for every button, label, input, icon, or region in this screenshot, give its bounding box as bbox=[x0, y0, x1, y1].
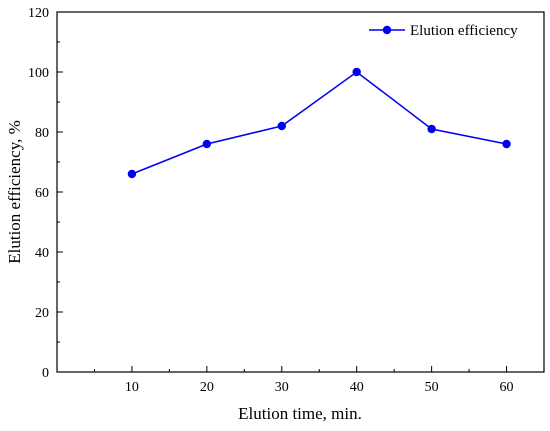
data-point bbox=[352, 67, 361, 77]
axis-ticks: 0 20 40 60 80 100 120 10 20 30 40 50 60 bbox=[28, 6, 514, 395]
data-point bbox=[427, 124, 436, 134]
y-tick-label: 60 bbox=[35, 186, 49, 201]
data-point bbox=[277, 121, 286, 131]
y-tick-label: 0 bbox=[42, 366, 49, 381]
data-point bbox=[502, 139, 511, 149]
legend: Elution efficiency bbox=[369, 23, 518, 39]
x-tick-label: 60 bbox=[500, 380, 514, 395]
series-line bbox=[131, 71, 507, 175]
y-tick-label: 80 bbox=[35, 126, 49, 141]
x-tick-label: 30 bbox=[275, 380, 289, 395]
data-point bbox=[202, 139, 212, 149]
plot-frame bbox=[56, 11, 545, 373]
x-tick-label: 10 bbox=[125, 380, 139, 395]
series-layer bbox=[127, 67, 511, 179]
y-axis-title: Elution efficiency, % bbox=[5, 120, 24, 264]
x-tick-label: 50 bbox=[425, 380, 439, 395]
y-tick-label: 40 bbox=[35, 246, 49, 261]
x-axis-title: Elution time, min. bbox=[238, 404, 362, 423]
y-tick-label: 100 bbox=[28, 66, 49, 81]
y-tick-label: 120 bbox=[28, 6, 49, 21]
y-tick-label: 20 bbox=[35, 306, 49, 321]
x-tick-label: 40 bbox=[350, 380, 364, 395]
x-tick-label: 20 bbox=[200, 380, 214, 395]
legend-label: Elution efficiency bbox=[410, 23, 518, 39]
data-point bbox=[127, 169, 137, 179]
legend-marker bbox=[382, 25, 392, 35]
